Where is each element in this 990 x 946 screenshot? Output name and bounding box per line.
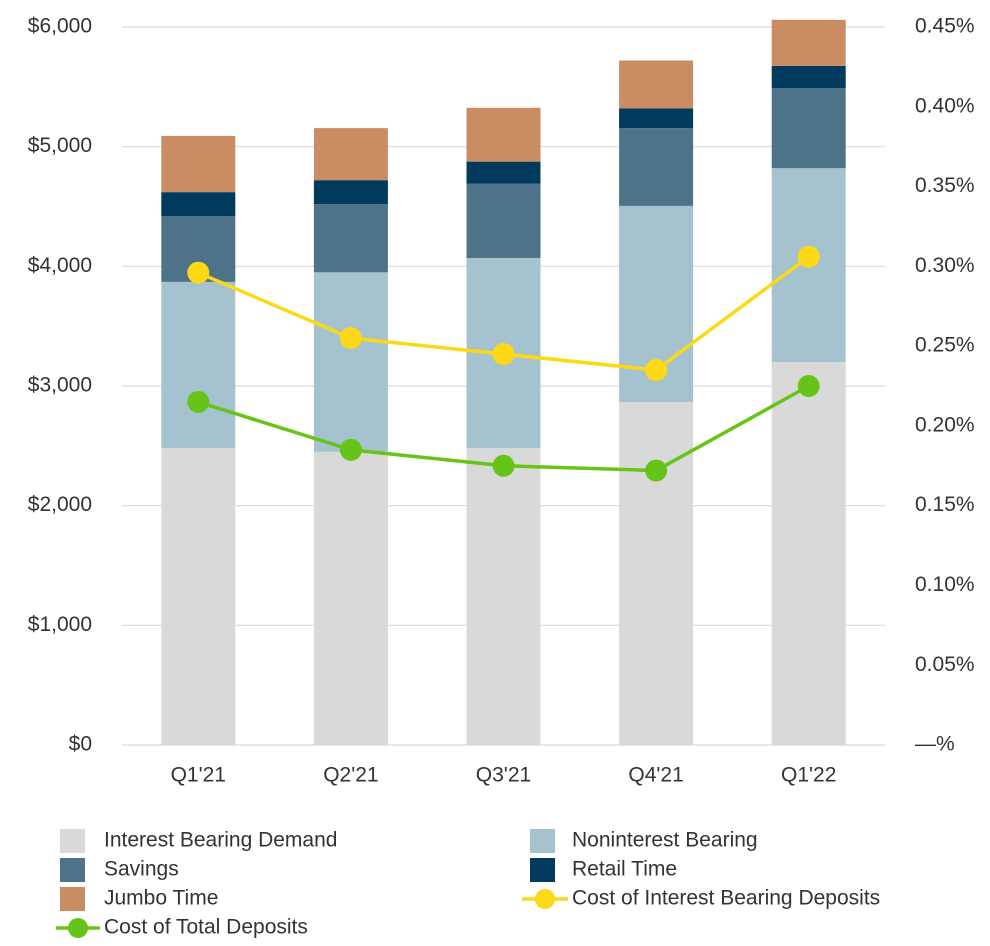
legend-swatch: [530, 858, 555, 882]
y-tick-label: $4,000: [28, 254, 92, 277]
y-tick-label: $5,000: [28, 134, 92, 157]
bar-segment: [161, 135, 236, 193]
y-tick-label: $6,000: [28, 15, 92, 38]
bar-segment: [466, 161, 541, 184]
x-tick-label: Q4'21: [628, 764, 683, 787]
line-point: [187, 390, 210, 413]
legend-swatch: [60, 858, 85, 882]
bar-segment: [313, 128, 388, 181]
line-point: [339, 327, 362, 350]
y2-tick-label: 0.45%: [915, 15, 975, 38]
line-point: [645, 359, 668, 382]
legend-swatch: [60, 887, 85, 911]
y2-tick-label: —%: [915, 733, 955, 756]
legend-label: Jumbo Time: [104, 887, 218, 910]
y-tick-label: $1,000: [28, 613, 92, 636]
line-point: [187, 261, 210, 284]
legend-marker: [68, 918, 88, 938]
bar-segment: [771, 19, 846, 66]
line-point: [797, 375, 820, 397]
bar-segment: [466, 183, 541, 258]
bar-segment: [771, 65, 846, 89]
line-point: [492, 343, 515, 366]
y-tick-label: $2,000: [28, 493, 92, 516]
bar-segment: [466, 107, 541, 162]
y2-tick-label: 0.30%: [915, 254, 975, 277]
bar-segment: [161, 192, 236, 217]
bar-segment: [771, 88, 846, 169]
bar-segment: [161, 448, 236, 745]
bar-segment: [619, 108, 694, 129]
bar-segment: [771, 362, 846, 745]
legend-swatch: [60, 829, 85, 853]
line-point: [797, 245, 820, 268]
line-point: [645, 459, 668, 482]
x-tick-label: Q1'22: [781, 764, 836, 787]
line-point: [339, 438, 362, 461]
x-tick-label: Q2'21: [323, 764, 378, 787]
bar-segment: [313, 180, 388, 205]
y-tick-label: $3,000: [28, 374, 92, 397]
bar-segment: [161, 281, 236, 449]
bar-segment: [619, 402, 694, 745]
y2-tick-label: 0.15%: [915, 493, 975, 516]
legend-label: Retail Time: [572, 858, 677, 881]
bar-segment: [313, 204, 388, 273]
y2-tick-label: 0.10%: [915, 573, 975, 596]
x-tick-label: Q1'21: [171, 764, 226, 787]
legend-label: Cost of Total Deposits: [104, 916, 308, 939]
bar-segment: [619, 60, 694, 109]
line-point: [492, 454, 515, 477]
y2-tick-label: 0.25%: [915, 334, 975, 357]
legend-label: Cost of Interest Bearing Deposits: [572, 887, 880, 910]
bar-segment: [313, 272, 388, 452]
y2-tick-label: 0.35%: [915, 174, 975, 197]
bar-segment: [313, 451, 388, 745]
y2-tick-label: 0.40%: [915, 94, 975, 117]
y2-tick-label: 0.20%: [915, 413, 975, 436]
y2-tick-label: 0.05%: [915, 653, 975, 676]
legend-label: Noninterest Bearing: [572, 829, 758, 852]
legend-swatch: [530, 829, 555, 853]
y-tick-label: $0: [69, 733, 92, 756]
legend-label: Savings: [104, 858, 179, 881]
x-tick-label: Q3'21: [476, 764, 531, 787]
bar-segment: [619, 128, 694, 206]
legend-marker: [535, 889, 555, 909]
bar-segment: [466, 448, 541, 745]
legend-label: Interest Bearing Demand: [104, 829, 337, 852]
